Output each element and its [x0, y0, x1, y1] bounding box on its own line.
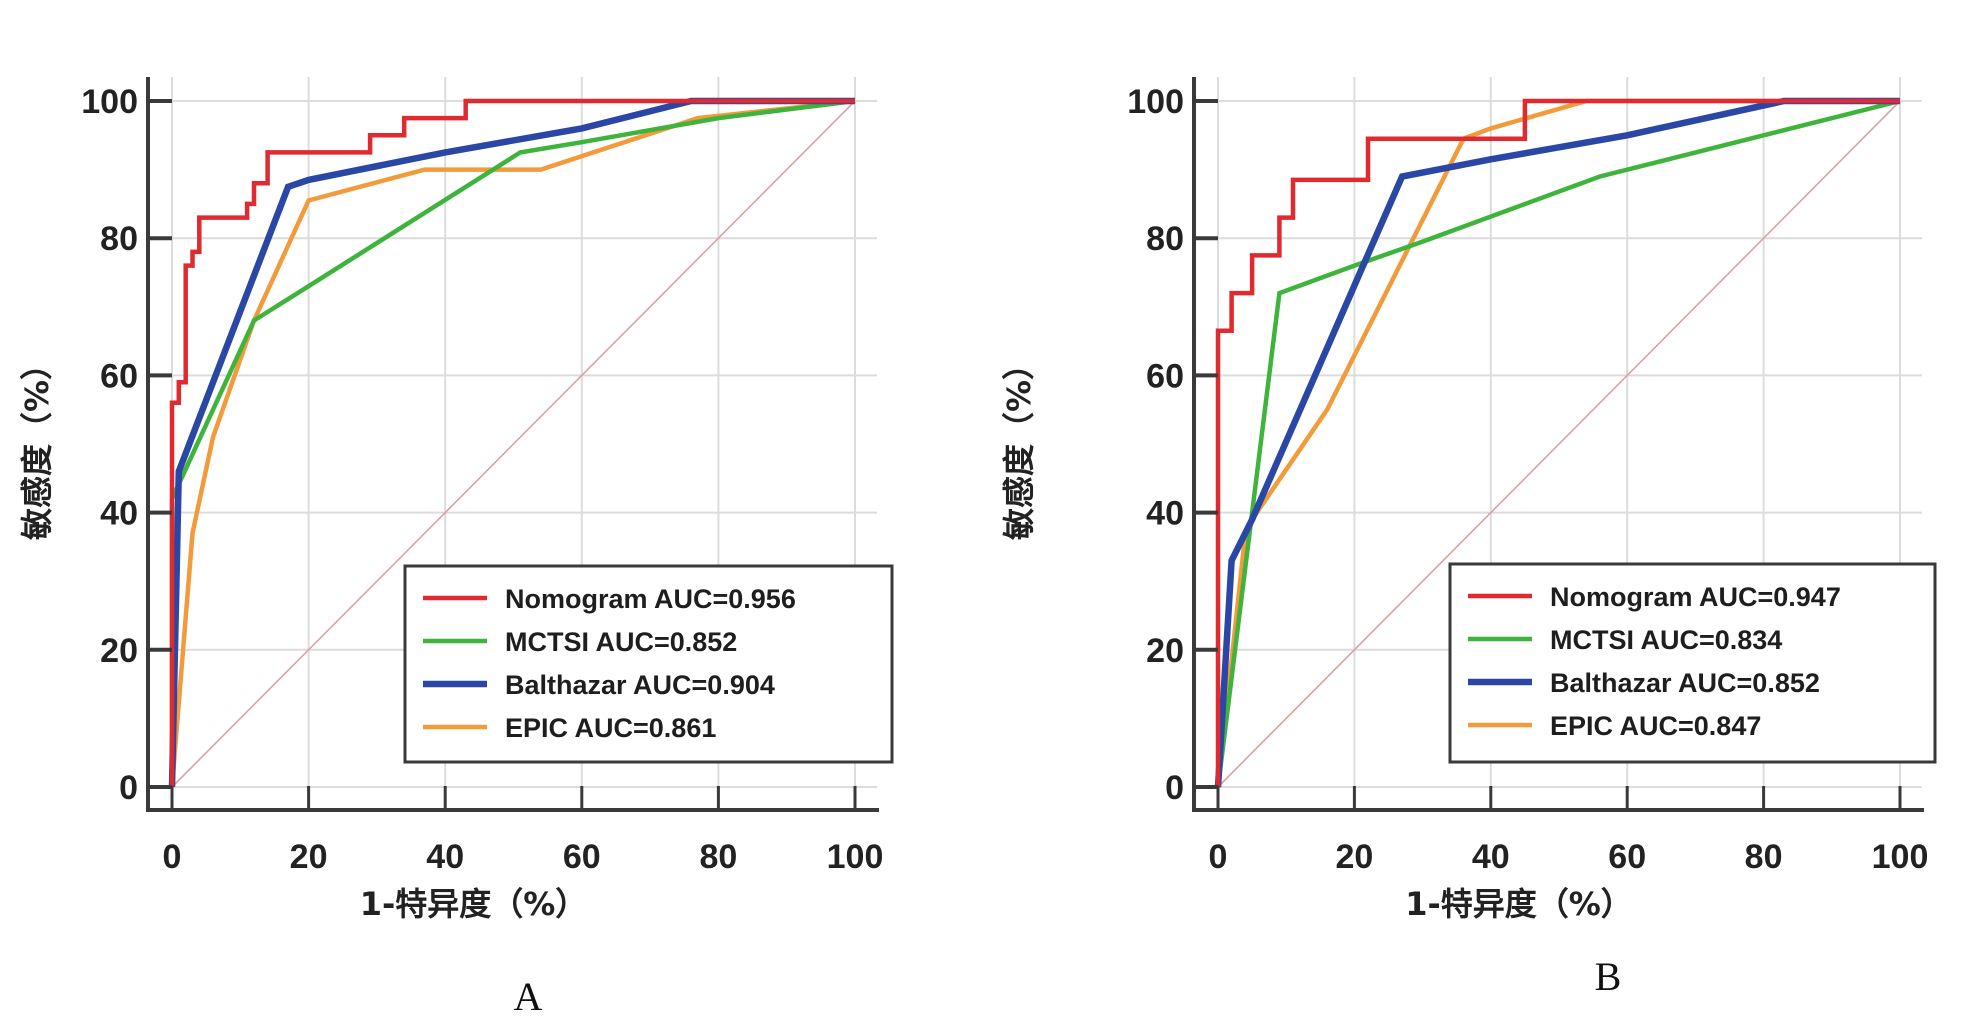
legend-item-mctsi: MCTSI AUC=0.852 [423, 627, 737, 657]
x-tick-label: 0 [163, 838, 182, 876]
reference-diagonal [1217, 100, 1901, 788]
roc-curve-epic [169, 98, 856, 788]
legend-label: MCTSI AUC=0.834 [1550, 625, 1782, 655]
y-tick-label: 40 [1146, 495, 1184, 533]
x-tick-label: 20 [1335, 838, 1373, 876]
x-axis-title: 1-特异度（%） [360, 885, 588, 923]
y-axis-title: 敏感度（%） [18, 348, 56, 540]
y-axis-title: 敏感度（%） [1000, 348, 1038, 540]
y-tick-label: 20 [100, 632, 138, 670]
roc-curve-mctsi [169, 98, 856, 787]
x-tick-label: 60 [563, 838, 601, 876]
legend-item-balthazar: Balthazar AUC=0.904 [423, 670, 775, 700]
axes [146, 77, 879, 812]
roc-curve-nomogram [1215, 98, 1900, 787]
legend-label: Nomogram AUC=0.947 [1550, 582, 1841, 612]
axes [1192, 77, 1924, 812]
y-tick-label: 100 [81, 83, 138, 121]
roc-curves [168, 97, 856, 788]
x-tick-label: 60 [1608, 838, 1646, 876]
x-tick-label: 100 [827, 838, 884, 876]
tick-labels: 0 20 40 60 80 100 0 20 40 60 80 100 [1127, 83, 1928, 876]
roc-curves [1214, 97, 1901, 788]
legend-item-nomogram: Nomogram AUC=0.947 [1468, 582, 1841, 612]
x-tick-label: 0 [1209, 838, 1228, 876]
y-tick-label: 40 [100, 495, 138, 533]
legend-label: Nomogram AUC=0.956 [505, 584, 796, 614]
y-tick-label: 100 [1127, 83, 1184, 121]
legend-label: EPIC AUC=0.847 [1550, 711, 1761, 741]
legend-item-mctsi: MCTSI AUC=0.834 [1468, 625, 1782, 655]
x-tick-label: 80 [1745, 838, 1783, 876]
legend-label: EPIC AUC=0.861 [505, 713, 716, 743]
reference-diagonal [171, 100, 856, 788]
x-tick-label: 40 [426, 838, 464, 876]
roc-chart-panel-a: 0 20 40 60 80 100 0 20 40 60 80 100 1-特异度（%） 敏感度（%）… [18, 77, 894, 1017]
x-tick-label: 40 [1472, 838, 1510, 876]
roc-curve-mctsi [1215, 98, 1901, 788]
y-tick-label: 60 [100, 357, 138, 395]
legend: Nomogram AUC=0.956 MCTSI AUC=0.852 Balthaz… [403, 564, 894, 764]
y-tick-label: 20 [1146, 632, 1184, 670]
roc-curve-balthazar [168, 97, 855, 788]
tick-labels: 0 20 40 60 80 100 0 20 40 60 80 100 [81, 83, 883, 876]
legend: Nomogram AUC=0.947 MCTSI AUC=0.834 Balthaz… [1448, 562, 1937, 764]
roc-curve-balthazar [1214, 97, 1900, 788]
chance-line [171, 100, 856, 788]
x-tick-label: 80 [699, 838, 737, 876]
panel-label-a: A [514, 974, 543, 1017]
y-tick-label: 0 [1165, 769, 1184, 807]
legend-item-epic: EPIC AUC=0.861 [423, 713, 716, 743]
y-tick-label: 80 [1146, 220, 1184, 258]
roc-curve-nomogram [169, 98, 855, 787]
x-tick-label: 20 [290, 838, 328, 876]
y-tick-label: 0 [119, 769, 138, 807]
y-tick-label: 60 [1146, 357, 1184, 395]
legend-item-epic: EPIC AUC=0.847 [1468, 711, 1761, 741]
y-tick-label: 80 [100, 220, 138, 258]
legend-label: MCTSI AUC=0.852 [505, 627, 737, 657]
x-tick-label: 100 [1872, 838, 1929, 876]
panel-label-b: B [1595, 954, 1622, 999]
x-axis-title: 1-特异度（%） [1405, 885, 1633, 923]
legend-item-nomogram: Nomogram AUC=0.956 [423, 584, 796, 614]
roc-chart-panel-b: 0 20 40 60 80 100 0 20 40 60 80 100 1-特异度（%） 敏感度（%）… [1000, 77, 1937, 999]
chance-line [1217, 100, 1901, 788]
legend-item-balthazar: Balthazar AUC=0.852 [1468, 668, 1820, 698]
legend-label: Balthazar AUC=0.904 [505, 670, 775, 700]
legend-label: Balthazar AUC=0.852 [1550, 668, 1820, 698]
